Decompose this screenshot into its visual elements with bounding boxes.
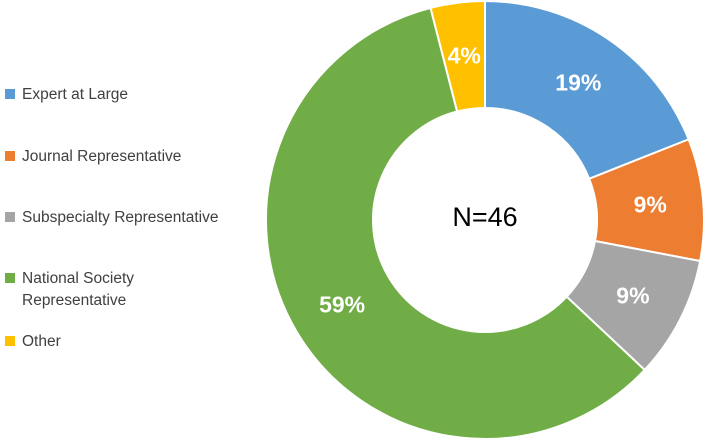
- legend-item-expert-at-large: Expert at Large: [5, 84, 128, 106]
- slice-labels: 19% 9% 9% 59% 4%: [319, 42, 667, 317]
- legend-swatch: [5, 273, 15, 283]
- donut-slice-other: [429, 0, 486, 113]
- legend: Expert at Large Journal Representative S…: [5, 0, 275, 442]
- legend-item-journal-representative: Journal Representative: [5, 146, 181, 168]
- legend-item-other: Other: [5, 331, 61, 353]
- legend-label: Journal Representative: [22, 148, 182, 165]
- legend-item-subspecialty-representative: Subspecialty Representative: [5, 207, 218, 229]
- slice-label: 19%: [555, 70, 601, 96]
- legend-swatch: [5, 89, 15, 99]
- legend-label: National Society Representative: [22, 270, 135, 309]
- donut-slice-national-society-representative: [265, 6, 647, 440]
- legend-label: Expert at Large: [22, 86, 128, 103]
- donut-slices: [265, 0, 705, 440]
- slice-label: 4%: [448, 42, 481, 68]
- center-label: N=46: [452, 202, 517, 232]
- slice-label: 9%: [616, 282, 649, 308]
- legend-swatch: [5, 336, 15, 346]
- legend-item-national-society-representative: National Society Representative: [5, 268, 134, 312]
- legend-swatch: [5, 151, 15, 161]
- slice-label: 59%: [319, 292, 365, 318]
- legend-label: Subspecialty Representative: [22, 209, 219, 226]
- legend-label: Other: [22, 333, 61, 350]
- slice-label: 9%: [634, 191, 667, 217]
- donut-slice-expert-at-large: [484, 0, 690, 181]
- legend-swatch: [5, 212, 15, 222]
